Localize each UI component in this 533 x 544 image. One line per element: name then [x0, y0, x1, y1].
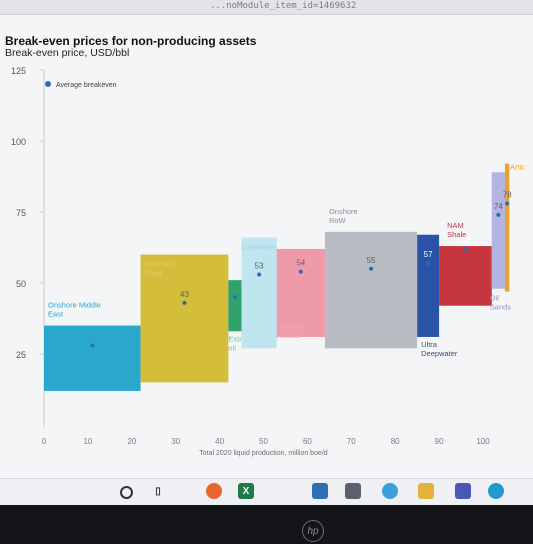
- y-tick-label: 50: [16, 279, 26, 289]
- screen: ...noModule_item_id=1469632 Break-even p…: [0, 0, 533, 478]
- avg-point: [182, 300, 187, 305]
- avg-value-label: 43: [180, 290, 189, 299]
- x-tick-label: 10: [83, 437, 92, 446]
- category-label: Shale: [447, 230, 466, 239]
- y-tick-label: 100: [11, 137, 26, 147]
- chart-subtitle: Break-even price, USD/bbl: [5, 47, 130, 59]
- bar-nam-shale: [439, 246, 492, 306]
- x-tick-label: 40: [215, 437, 224, 446]
- x-tick-label: 80: [391, 437, 400, 446]
- avg-point: [463, 246, 468, 251]
- avg-value-label: 57: [424, 250, 433, 259]
- category-label: Sands: [490, 303, 512, 312]
- x-tick-label: 30: [171, 437, 180, 446]
- category-label: East: [48, 310, 64, 319]
- y-tick-label: 25: [16, 350, 26, 360]
- address-bar[interactable]: ...noModule_item_id=1469632: [0, 0, 533, 15]
- category-label: Russia: [277, 331, 301, 340]
- taskbar: ▯ X: [0, 478, 533, 505]
- avg-point: [232, 295, 237, 300]
- x-tick-label: 50: [259, 437, 268, 446]
- url-text: ...noModule_item_id=1469632: [210, 1, 357, 11]
- x-tick-label: 60: [303, 437, 312, 446]
- chart-title: Break-even prices for non-producing asse…: [5, 34, 257, 48]
- camera-icon[interactable]: [345, 483, 361, 499]
- x-tick-label: 90: [435, 437, 444, 446]
- bar-onshore-middle-east: [44, 325, 141, 391]
- avg-value-label: 55: [367, 256, 376, 265]
- breakeven-chart: 25 50 75 100 125 0 10 20 30 40 50 60 70 80 90 100 Total …: [11, 66, 525, 457]
- avg-point: [298, 269, 303, 274]
- bar-onshore-row: [324, 231, 418, 349]
- folder-icon[interactable]: [418, 483, 434, 499]
- bar-onshore-russia: [276, 248, 325, 337]
- category-label: Offshore: [145, 260, 174, 269]
- hp-logo: hp: [302, 520, 324, 542]
- bar-ultra-deepwater: [417, 234, 440, 337]
- teams-icon[interactable]: [455, 483, 471, 499]
- bar-deepwater: [241, 237, 277, 349]
- category-label: Shelf: [145, 269, 163, 278]
- avg-point: [426, 261, 431, 266]
- category-label: Deepwater: [242, 243, 279, 252]
- store-icon[interactable]: [312, 483, 328, 499]
- category-label: NAM: [447, 221, 464, 230]
- category-label: Deepwater: [421, 349, 458, 358]
- category-label: Artic: [510, 163, 525, 172]
- firefox-icon[interactable]: [206, 483, 222, 499]
- avg-value-label: 74: [494, 202, 503, 211]
- category-label: RoW: [329, 216, 347, 225]
- legend-label: Average breakeven: [56, 82, 117, 89]
- category-label: Onshore Middle: [48, 301, 101, 310]
- avg-point: [369, 266, 374, 271]
- legend-marker: [45, 81, 51, 87]
- x-axis-title: Total 2020 liquid production, million bo…: [199, 450, 328, 457]
- bar-oil-sands: [491, 172, 505, 289]
- avg-value-label: 78: [503, 190, 512, 199]
- category-label: Onshore: [329, 207, 358, 216]
- y-tick-label: 75: [16, 208, 26, 218]
- x-tick-label: 20: [127, 437, 136, 446]
- chrome-icon[interactable]: [382, 483, 398, 499]
- avg-value-label: 62: [461, 236, 470, 245]
- laptop-bezel: [0, 505, 533, 544]
- category-label: oil: [228, 343, 236, 352]
- category-label: Onshore: [277, 322, 306, 331]
- category-label: Ultra: [421, 340, 438, 349]
- avg-value-label: 54: [296, 259, 305, 268]
- edge-icon[interactable]: [488, 483, 504, 499]
- start-icon[interactable]: [120, 486, 133, 499]
- avg-point: [257, 272, 262, 277]
- x-tick-label: 0: [42, 437, 47, 446]
- bar-extra-heavy-oil: [228, 280, 242, 332]
- category-label: Oil: [490, 294, 500, 303]
- avg-value-label: 53: [255, 261, 264, 270]
- avg-point: [505, 201, 510, 206]
- bar-offshore-shelf: [140, 254, 229, 383]
- x-tick-label: 70: [347, 437, 356, 446]
- x-tick-label: 100: [476, 437, 490, 446]
- bar-artic: [504, 163, 510, 292]
- avg-point: [90, 343, 95, 348]
- avg-point: [496, 212, 501, 217]
- task-view-icon[interactable]: ▯: [155, 485, 161, 497]
- y-tick-label: 125: [11, 66, 26, 76]
- excel-icon[interactable]: X: [238, 483, 254, 499]
